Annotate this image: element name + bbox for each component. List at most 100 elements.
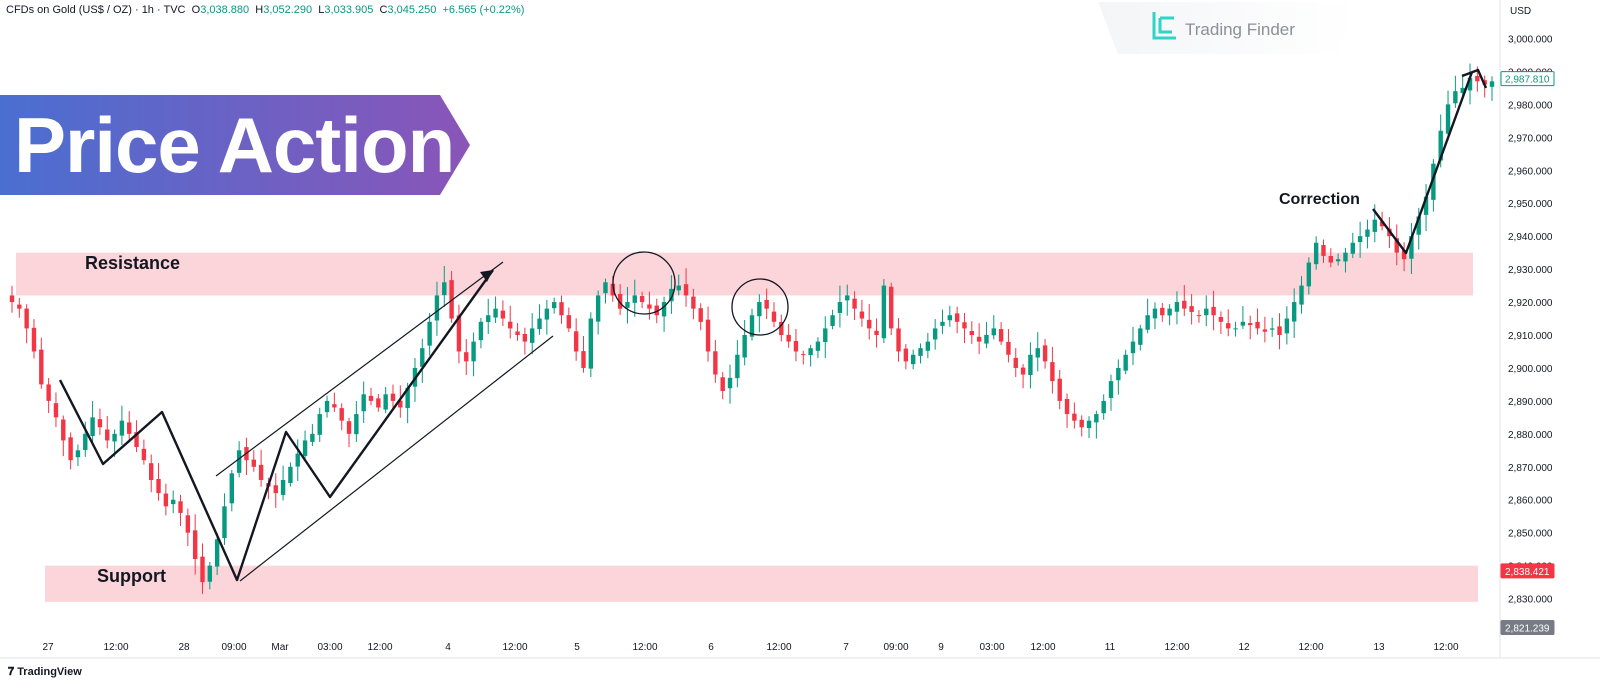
y-tick-label: 2,850.000 [1508, 529, 1553, 540]
x-tick-label: 28 [178, 642, 190, 653]
candle-body [134, 432, 139, 448]
symbol-name[interactable]: CFDs on Gold (US$ / OZ) · 1h · TVC [6, 4, 186, 16]
candle-body [24, 308, 29, 329]
candle-body [68, 437, 73, 461]
candle-body [771, 311, 777, 322]
candle-body [324, 400, 330, 413]
candle-body [1160, 307, 1165, 316]
x-tick-label: 12:00 [367, 642, 392, 653]
candle-body [163, 493, 169, 507]
candle-body [251, 459, 256, 467]
y-tick-label: 2,930.000 [1508, 265, 1553, 276]
candle-body [676, 285, 681, 291]
candle-body [632, 295, 637, 303]
candle-body [1423, 196, 1429, 215]
candle-body [727, 377, 733, 389]
candle-body [705, 319, 711, 352]
candle-body [881, 285, 887, 339]
channel-upper-line [215, 261, 504, 477]
trading-finder-logo-icon [1098, 2, 1358, 54]
candle-body [962, 322, 967, 329]
highlight-circle-1 [612, 251, 676, 315]
candle-body [214, 539, 220, 567]
candle-body [896, 328, 901, 352]
candle-body [383, 394, 388, 410]
candle-body [1182, 300, 1187, 309]
candle-body [603, 282, 608, 294]
x-tick-label: 7 [843, 642, 849, 653]
candle-body [940, 321, 945, 326]
candle-body [273, 485, 278, 494]
candle-body [310, 433, 315, 442]
candle-body [1116, 367, 1121, 381]
candle-body [1401, 250, 1407, 260]
candle-body [529, 328, 535, 343]
candle-body [691, 296, 696, 309]
price-tag-label: 2,821.239 [1505, 623, 1550, 634]
x-tick-label: 12:00 [632, 642, 657, 653]
arrow-head [480, 270, 493, 282]
candle-body [698, 308, 703, 322]
candle-body [405, 387, 410, 409]
candle-body [442, 282, 447, 296]
tradingview-logo[interactable]: 𝟕 TradingView [8, 666, 82, 678]
price-tag-low [1500, 563, 1555, 579]
price-tag-label: 2,987.810 [1505, 75, 1550, 86]
candle-body [830, 315, 835, 326]
candle-body [654, 305, 659, 316]
candle-body [53, 403, 59, 418]
x-tick-label: 13 [1373, 642, 1385, 653]
candle-body [889, 286, 894, 329]
candle-body [793, 341, 799, 352]
x-tick-label: 5 [574, 642, 580, 653]
candle-body [149, 463, 154, 480]
candle-body [764, 299, 769, 309]
candle-body [852, 298, 857, 309]
candle-body [647, 304, 652, 309]
candle-body [500, 310, 506, 319]
candle-body [749, 315, 755, 337]
change-value: +6.565 (+0.22%) [442, 4, 525, 16]
symbol-header: CFDs on Gold (US$ / OZ) · 1h · TVC O3,03… [6, 4, 525, 16]
candle-body [368, 395, 374, 401]
candle-body [1226, 323, 1231, 329]
candle-body [456, 315, 462, 352]
candle-body [735, 354, 740, 379]
y-tick-label: 2,940.000 [1508, 232, 1553, 243]
candle-body [398, 400, 403, 408]
candle-body [910, 354, 916, 365]
candle-body [508, 321, 513, 329]
candle-body [1269, 328, 1275, 330]
trend-line-2 [1461, 68, 1488, 89]
candle-body [90, 417, 95, 437]
candle-body [610, 283, 615, 296]
x-tick-label: 09:00 [221, 642, 246, 653]
x-tick-label: 4 [445, 642, 451, 653]
candle-body [1101, 400, 1106, 414]
candle-body [1372, 219, 1377, 232]
candle-body [354, 414, 359, 435]
candle-body [178, 501, 183, 513]
candle-body [97, 419, 103, 428]
candle-body [1035, 348, 1040, 358]
candle-body [1233, 328, 1238, 330]
candle-body [522, 333, 528, 342]
candle-body [720, 377, 725, 392]
resistance-label: Resistance [85, 253, 181, 273]
highlight-circle-2 [731, 278, 789, 336]
trend-line-1 [1372, 71, 1474, 255]
candle-body [874, 330, 879, 335]
x-tick-label: 12:00 [1164, 642, 1189, 653]
y-tick-label: 2,870.000 [1508, 463, 1553, 474]
candle-body [1255, 321, 1260, 329]
candle-body [537, 318, 542, 330]
candle-body [1284, 318, 1290, 334]
candle-body [661, 302, 667, 317]
candle-body [1094, 414, 1099, 423]
x-tick-label: Mar [271, 642, 289, 653]
x-tick-label: 12 [1238, 642, 1250, 653]
candle-body [1277, 326, 1282, 335]
trading-finder-logo-text: Trading Finder [1185, 20, 1295, 39]
candle-body [464, 352, 469, 362]
